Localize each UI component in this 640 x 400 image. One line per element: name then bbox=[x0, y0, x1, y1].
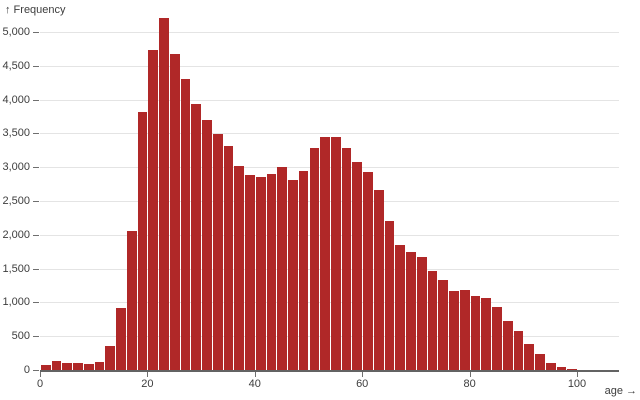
histogram-bar bbox=[51, 361, 62, 370]
x-tick-label: 80 bbox=[463, 378, 476, 390]
histogram-bar bbox=[470, 295, 481, 370]
histogram-bar bbox=[245, 174, 255, 370]
y-tick-label: 4,500 bbox=[2, 59, 30, 72]
y-tick-label: 2,500 bbox=[2, 195, 30, 207]
y-gridline bbox=[40, 65, 619, 67]
histogram-bar bbox=[363, 171, 373, 370]
y-gridline bbox=[40, 32, 619, 33]
x-tick-label: 20 bbox=[141, 378, 154, 390]
histogram-bar bbox=[492, 307, 502, 370]
y-tick-label: 0 bbox=[23, 364, 30, 376]
histogram-bar bbox=[277, 166, 287, 370]
histogram-bar bbox=[395, 244, 406, 370]
x-tick-mark bbox=[254, 372, 256, 377]
x-tick-label: 40 bbox=[248, 378, 261, 390]
histogram-bar bbox=[535, 354, 545, 370]
histogram-bar bbox=[556, 367, 567, 370]
y-tick-mark bbox=[33, 201, 39, 202]
histogram-bar bbox=[416, 257, 427, 370]
y-tick-mark bbox=[33, 133, 39, 135]
y-tick-label: 1,500 bbox=[2, 262, 30, 275]
histogram-bar bbox=[459, 289, 470, 370]
x-tick-mark bbox=[469, 372, 471, 377]
histogram-bar bbox=[545, 362, 556, 370]
histogram-bar bbox=[180, 79, 191, 370]
histogram-bar bbox=[438, 280, 449, 370]
histogram-bar bbox=[105, 346, 116, 370]
y-tick-mark bbox=[33, 167, 39, 169]
histogram-bar bbox=[309, 148, 320, 370]
y-tick-label: 2,000 bbox=[2, 228, 30, 241]
y-tick-label: 500 bbox=[11, 330, 30, 343]
histogram-bar bbox=[191, 103, 202, 370]
histogram-bar bbox=[513, 330, 524, 370]
histogram-bar bbox=[94, 361, 105, 370]
x-tick-mark bbox=[577, 372, 578, 377]
histogram-bar bbox=[83, 363, 94, 370]
x-tick-label: 0 bbox=[36, 378, 44, 390]
histogram-bar bbox=[137, 111, 148, 370]
y-tick-label: 4,000 bbox=[2, 93, 30, 106]
histogram-bar bbox=[202, 119, 212, 370]
y-gridline bbox=[40, 133, 619, 135]
histogram-bar bbox=[320, 137, 330, 370]
y-tick-label: 3,500 bbox=[2, 127, 30, 140]
histogram-bar bbox=[449, 290, 459, 370]
x-tick-label: 60 bbox=[356, 378, 369, 390]
y-gridline bbox=[40, 99, 619, 101]
y-tick-mark bbox=[33, 336, 39, 338]
histogram-bar bbox=[384, 221, 395, 370]
histogram-bar bbox=[62, 362, 73, 370]
histogram-bar bbox=[234, 165, 245, 370]
histogram-bar bbox=[288, 180, 298, 370]
y-tick-mark bbox=[33, 234, 39, 236]
histogram-bar bbox=[266, 173, 277, 370]
histogram-bar bbox=[255, 176, 266, 370]
histogram-bar bbox=[116, 307, 126, 370]
histogram-bar bbox=[406, 251, 416, 370]
histogram-bar bbox=[427, 270, 438, 370]
x-tick-mark bbox=[147, 372, 149, 377]
x-tick-label: 100 bbox=[567, 378, 587, 390]
histogram-bar bbox=[481, 297, 492, 370]
x-tick-mark bbox=[362, 372, 364, 377]
y-tick-mark bbox=[33, 32, 39, 33]
y-tick-mark bbox=[33, 302, 39, 304]
histogram-bar bbox=[159, 18, 169, 370]
histogram-bar bbox=[524, 343, 535, 370]
histogram-bar bbox=[148, 50, 159, 370]
histogram-bar bbox=[341, 148, 352, 370]
histogram-bar bbox=[567, 368, 577, 370]
y-tick-mark bbox=[33, 370, 39, 371]
x-tick-mark bbox=[40, 372, 41, 377]
y-tick-label: 3,000 bbox=[2, 161, 30, 174]
histogram-bar bbox=[126, 231, 137, 370]
histogram-bar bbox=[373, 190, 384, 370]
histogram-bar bbox=[41, 364, 51, 370]
y-tick-label: 5,000 bbox=[2, 26, 30, 38]
y-tick-mark bbox=[33, 65, 39, 67]
histogram-bar bbox=[330, 136, 341, 370]
histogram-bar bbox=[212, 134, 223, 370]
y-tick-mark bbox=[33, 268, 39, 270]
y-tick-mark bbox=[33, 99, 39, 101]
y-axis-title: ↑ Frequency bbox=[5, 4, 66, 16]
x-axis-title: age → bbox=[604, 385, 637, 397]
histogram-bar bbox=[298, 170, 309, 370]
histogram-bar bbox=[169, 53, 180, 370]
histogram-bar bbox=[73, 362, 83, 370]
y-tick-label: 1,000 bbox=[2, 296, 30, 309]
histogram-bar bbox=[223, 145, 234, 370]
histogram-bar bbox=[352, 161, 363, 370]
histogram-bar bbox=[502, 321, 513, 370]
x-axis-line bbox=[40, 370, 619, 372]
